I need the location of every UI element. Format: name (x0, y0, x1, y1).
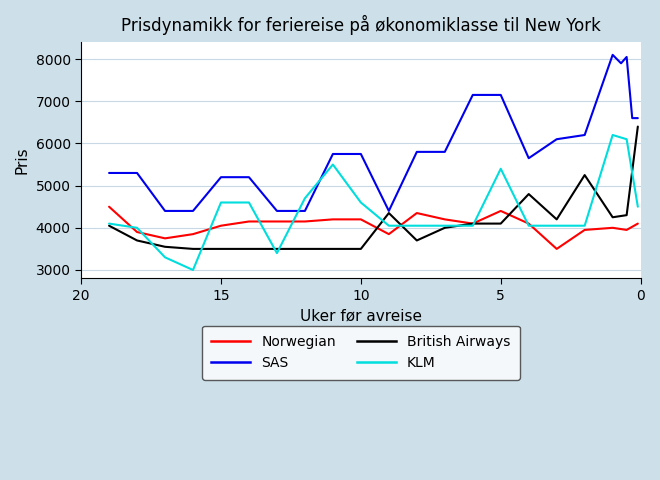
Legend: Norwegian, SAS, British Airways, KLM: Norwegian, SAS, British Airways, KLM (202, 325, 520, 380)
Title: Prisdynamikk for feriereise på økonomiklasse til New York: Prisdynamikk for feriereise på økonomikl… (121, 15, 601, 35)
X-axis label: Uker før avreise: Uker før avreise (300, 309, 422, 324)
Y-axis label: Pris: Pris (15, 146, 30, 174)
